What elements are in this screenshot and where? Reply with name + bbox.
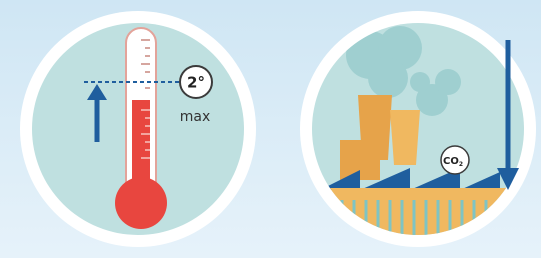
badge-text: 2°: [187, 74, 205, 92]
thermometer-panel: 2° max: [20, 11, 256, 247]
badge-subscript: 2: [459, 161, 463, 168]
badge-main: CO: [443, 156, 459, 167]
illustration: 2° max: [0, 0, 541, 258]
bulb: [115, 177, 167, 229]
label: max: [180, 109, 211, 125]
factory-panel: CO2: [300, 11, 536, 248]
tower: [390, 110, 420, 165]
page: 2° max: [0, 0, 541, 258]
